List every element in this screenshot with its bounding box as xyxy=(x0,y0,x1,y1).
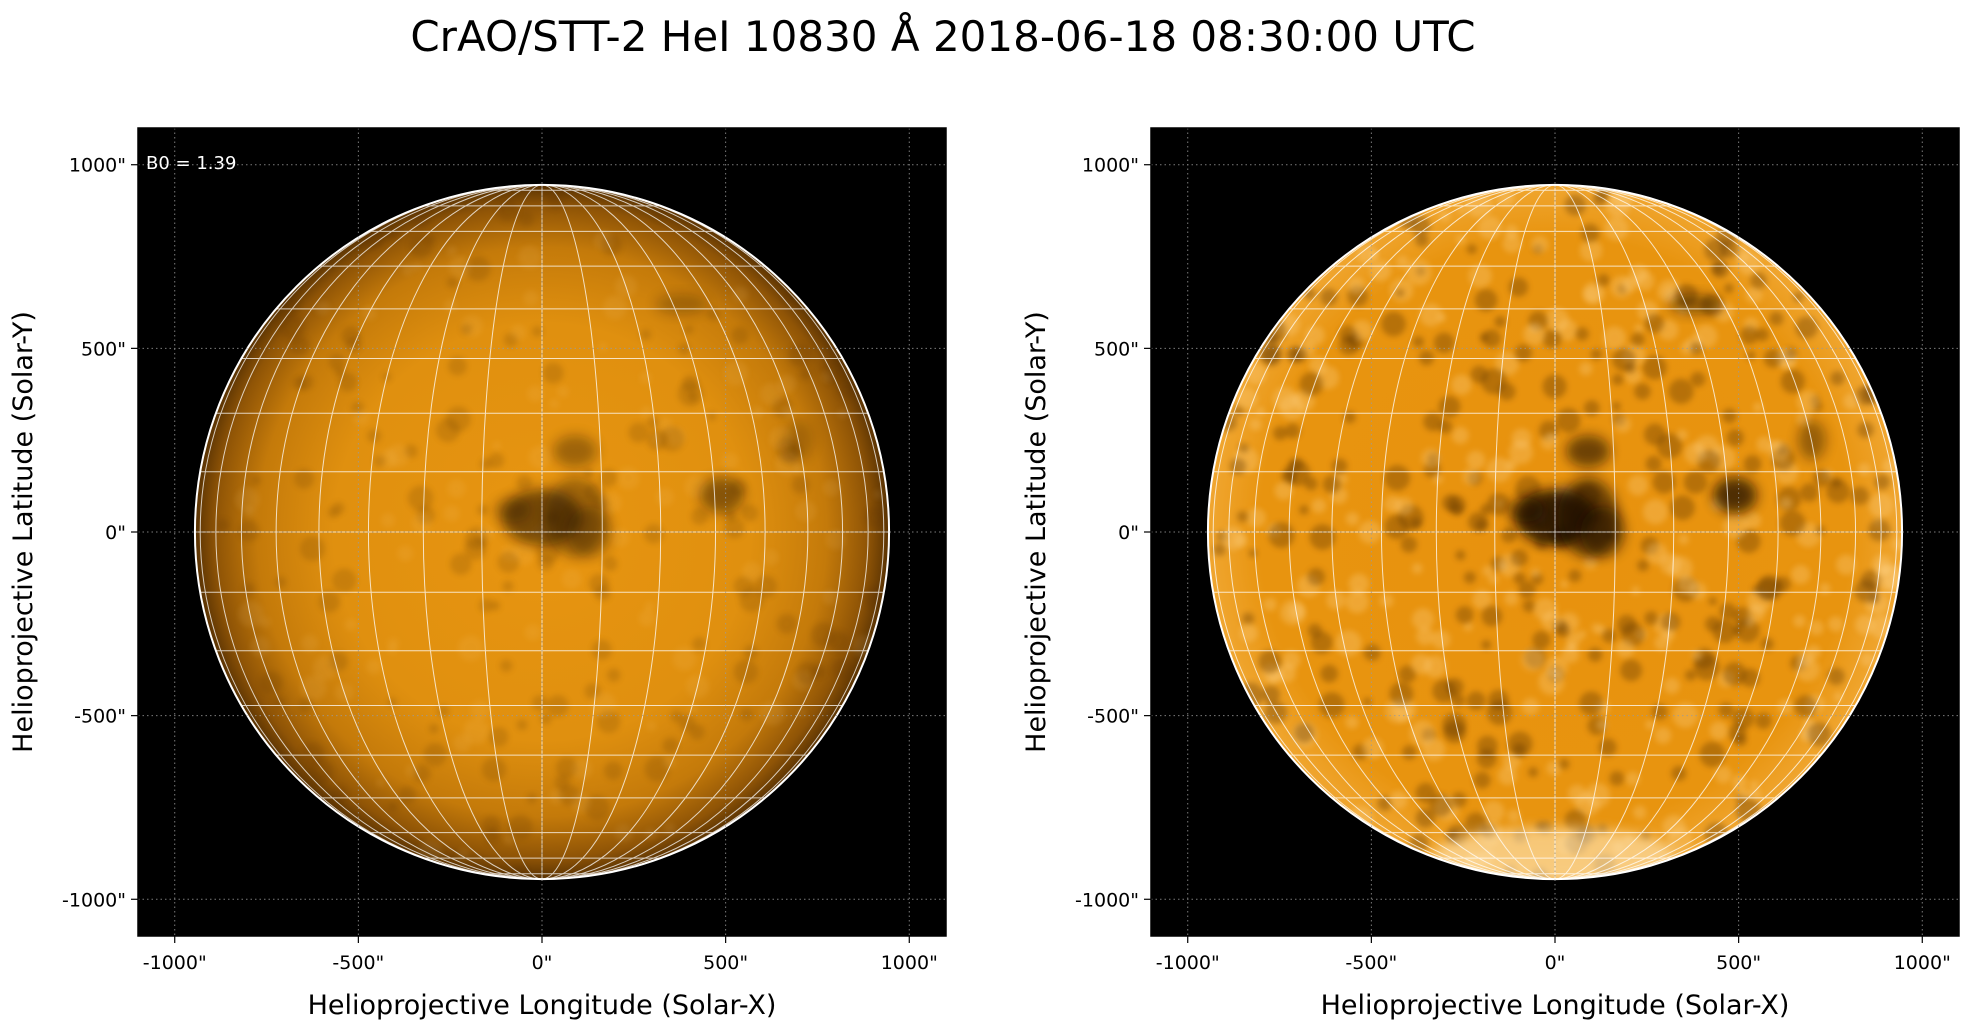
x-tick-label-right: 1000" xyxy=(1894,952,1951,974)
y-tick-label-left: 0" xyxy=(105,522,126,544)
y-tick-label-right: -1000" xyxy=(1075,889,1139,911)
y-axis-label-left: Helioprojective Latitude (Solar-Y) xyxy=(8,311,39,753)
disk-texture-right xyxy=(1213,184,1903,880)
x-tick-label-left: 500" xyxy=(703,952,748,974)
disk-texture-left xyxy=(216,184,887,879)
solar-limb-right xyxy=(1206,183,1904,881)
figure-title: CrAO/STT-2 HeI 10830 Å 2018-06-18 08:30:… xyxy=(410,12,1476,61)
panel-right: -1000" -500" 0" 500" 1000" 1000" 500" 0" -500" -1… xyxy=(1021,127,1960,1021)
active-region-left xyxy=(785,420,814,461)
active-region-left xyxy=(655,294,708,315)
solar-limb-left xyxy=(193,183,891,881)
x-tick-label-right: -1000" xyxy=(1156,952,1220,974)
active-region-right xyxy=(1507,497,1544,522)
y-tick-label-right: 0" xyxy=(1118,522,1139,544)
x-tick-label-right: -500" xyxy=(1345,952,1397,974)
x-axis-label-left: Helioprojective Longitude (Solar-X) xyxy=(308,990,777,1021)
y-axis-label-right: Helioprojective Latitude (Solar-Y) xyxy=(1021,311,1052,753)
active-region-left xyxy=(553,435,598,468)
y-tick-label-right: -500" xyxy=(1087,706,1139,728)
active-region-right xyxy=(1668,294,1721,315)
x-tick-label-left: 0" xyxy=(532,952,553,974)
y-tick-label-left: 500" xyxy=(81,338,126,360)
active-region-left xyxy=(699,477,744,514)
active-region-right xyxy=(1566,435,1611,468)
y-tick-label-left: -500" xyxy=(74,706,126,728)
active-region-right xyxy=(1712,477,1757,514)
y-tick-label-right: 1000" xyxy=(1082,155,1139,177)
y-tick-label-right: 500" xyxy=(1094,338,1139,360)
x-tick-label-right: 0" xyxy=(1545,952,1566,974)
x-tick-label-left: 1000" xyxy=(881,952,938,974)
y-tick-label-left: 1000" xyxy=(69,155,126,177)
x-axis-label-right: Helioprojective Longitude (Solar-X) xyxy=(1321,990,1790,1021)
x-tick-label-left: -500" xyxy=(332,952,384,974)
x-tick-label-left: -1000" xyxy=(143,952,207,974)
b0-annotation: B0 = 1.39 xyxy=(146,153,236,174)
active-region-left xyxy=(494,497,531,522)
panel-left: -1000" -500" 0" 500" 1000" 1000" 500" 0" -500" -1… xyxy=(8,127,947,1021)
y-tick-label-left: -1000" xyxy=(62,889,126,911)
active-region-right xyxy=(1798,420,1827,461)
x-tick-label-right: 500" xyxy=(1716,952,1761,974)
